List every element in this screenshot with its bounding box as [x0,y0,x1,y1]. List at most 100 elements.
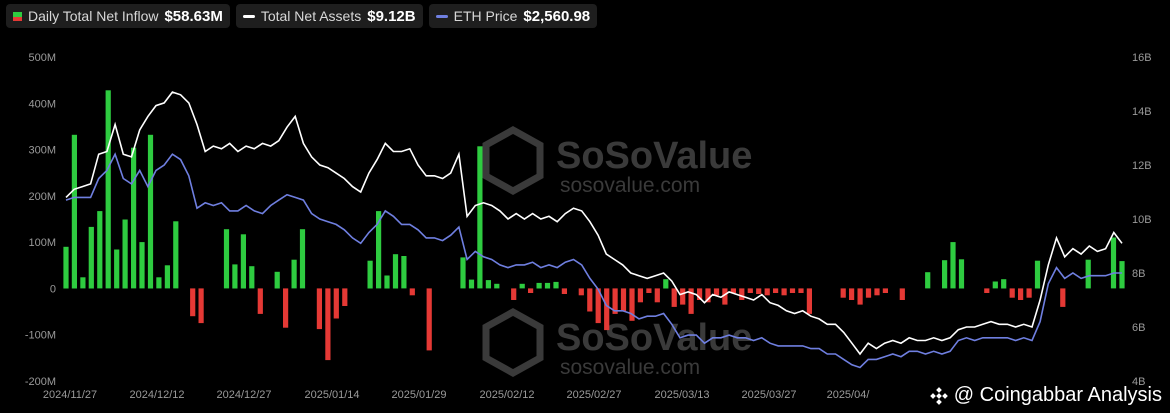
inflow-bar [882,288,888,293]
left-axis: 500M 400M 300M 200M 100M 0 -100M -200M [25,52,56,388]
inflow-bar [376,211,382,289]
credit-text: @ Coingabbar Analysis [953,384,1162,406]
inflow-bar [646,288,652,293]
inflow-bar [223,229,230,289]
inflow-bar [798,288,804,293]
inflow-bar [697,288,703,300]
inflow-bar [156,277,162,289]
watermark-brand: SoSoValue [556,135,752,177]
right-tick-label: 10B [1132,214,1152,226]
x-tick-label: 2025/03/27 [741,389,796,401]
inflow-bar [485,280,491,289]
inflow-bar [1026,288,1032,298]
watermark-brand: SoSoValue [556,317,752,359]
inflow-bar [1119,261,1125,289]
x-tick-label: 2025/04/ [827,389,871,401]
legend-item-net-assets[interactable]: Total Net Assets $9.12B [235,4,423,28]
inflow-bar [131,147,137,289]
left-tick-label: 500M [28,52,56,64]
inflow-bar [257,288,263,314]
inflow-bar [705,288,711,303]
inflow-bar [849,288,855,300]
x-tick-label: 2025/02/12 [479,389,534,401]
inflow-bar [283,288,289,328]
watermark-domain: sosovalue.com [560,174,700,197]
left-tick-label: 400M [28,98,56,110]
inflow-bar [958,259,965,289]
x-tick-label: 2024/12/27 [216,389,271,401]
inflow-bar [511,288,517,300]
diamond-logo-icon [929,386,948,405]
inflow-bar [63,246,69,289]
inflow-bar [333,288,339,319]
inflow-bar [240,234,246,289]
inflow-bar [713,288,720,296]
inflow-bar [739,288,745,300]
inflow-bar [519,283,525,289]
inflow-bar [671,288,677,307]
watermark-domain: sosovalue.com [560,356,700,379]
x-tick-label: 2024/11/27 [43,389,97,401]
x-tick-label: 2025/01/29 [391,389,446,401]
right-tick-label: 12B [1132,160,1152,172]
inflow-bar [840,288,846,298]
watermarks: SoSoValuesosovalue.comSoSoValuesosovalue… [482,125,752,379]
left-tick-label: 0 [50,283,56,295]
inflow-bar [1009,288,1015,298]
right-tick-label: 8B [1132,268,1145,280]
inflow-bar [1085,259,1091,289]
x-axis: 2024/11/27 2024/12/12 2024/12/27 2025/01/14… [43,389,870,401]
inflow-bar [806,288,812,314]
left-tick-label: 100M [28,237,56,249]
inflow-bar [97,211,103,289]
right-tick-label: 16B [1132,52,1152,64]
inflow-bar [663,279,669,289]
x-tick-label: 2024/12/12 [129,389,184,401]
inflow-bar [426,288,432,351]
x-tick-label: 2025/03/13 [654,389,709,401]
legend-label: Daily Total Net Inflow [28,8,159,24]
inflow-bar [773,288,779,293]
line-swatch-icon [435,14,448,18]
inflow-bar [198,288,204,324]
line-swatch-icon [242,14,255,18]
inflow-bar [747,288,753,293]
inflow-bar [620,288,627,312]
inflow-bars [63,90,1125,361]
inflow-bar [71,134,77,289]
inflow-bar [1060,288,1066,307]
inflow-bar [984,288,990,293]
inflow-bar [299,229,306,289]
legend-label: Total Net Assets [260,8,362,24]
inflow-bar [494,283,500,289]
right-tick-label: 6B [1132,322,1145,334]
inflow-bar [578,288,584,296]
legend-item-eth-price[interactable]: ETH Price $2,560.98 [428,4,598,28]
inflow-bar [80,277,86,289]
inflow-bar [722,288,728,305]
inflow-bar [942,260,948,289]
hexagon-logo-icon [482,307,544,378]
inflow-bar [409,288,415,296]
inflow-bar [874,288,880,296]
inflow-bar [781,288,787,296]
right-tick-label: 14B [1132,106,1152,118]
legend-item-inflow[interactable]: Daily Total Net Inflow $58.63M [6,4,230,28]
legend-value: $2,560.98 [523,7,591,25]
credit-badge: @ Coingabbar Analysis [929,384,1162,407]
net-assets-line [65,91,1123,356]
inflow-bar [950,242,956,289]
inflow-bar [595,288,601,324]
right-tick-label: 4B [1132,376,1145,388]
legend: Daily Total Net Inflow $58.63M Total Net… [6,4,598,28]
inflow-bar [164,265,170,289]
inflow-bar [249,266,255,289]
inflow-bar [274,271,280,289]
inflow-bar [122,219,128,289]
inflow-bar [536,282,542,289]
inflow-bar [654,288,660,303]
inflow-bar [139,242,145,289]
inflow-bar [629,288,635,321]
eth-price-line [65,152,1122,369]
inflow-bar [688,288,694,314]
